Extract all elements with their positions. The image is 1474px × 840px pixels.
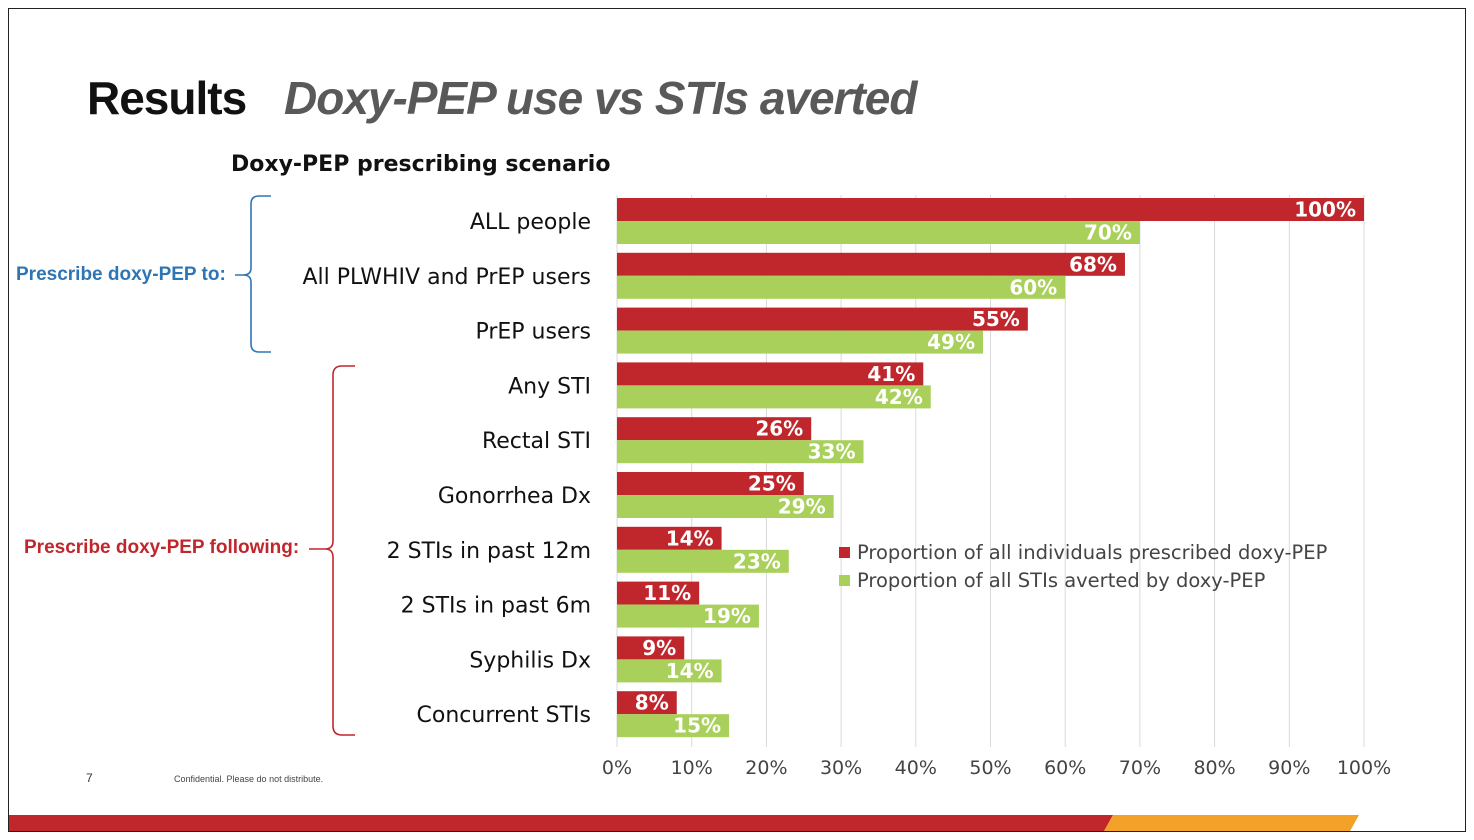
data-label: 60% [1009, 275, 1057, 299]
legend-swatch [839, 547, 850, 558]
bar-averted [617, 330, 984, 354]
slide: Results Doxy-PEP use vs STIs averted Dox… [8, 8, 1466, 832]
scenario-heading: Doxy-PEP prescribing scenario [231, 152, 611, 177]
slide-title: Results [87, 72, 247, 124]
category-label: Syphilis Dx [469, 648, 591, 673]
data-label: 68% [1069, 252, 1117, 276]
category-label: Gonorrhea Dx [438, 484, 591, 509]
group-label-prescribe-to: Prescribe doxy-PEP to: [16, 264, 226, 285]
data-label: 55% [972, 307, 1020, 331]
legend-label: Proportion of all individuals prescribed… [857, 541, 1328, 564]
bar-averted [617, 495, 834, 518]
x-tick-label: 50% [969, 757, 1011, 779]
bar-chart: 0% 10% 20% 30% 40% 50% 60% 70% 80% 90% 100% ALL peo… [302, 195, 1391, 779]
bracket-prescribe-following [309, 365, 355, 736]
bar-averted [617, 385, 931, 409]
x-tick-label: 70% [1119, 757, 1161, 779]
data-label: 14% [666, 659, 714, 683]
bracket-prescribe-to [235, 195, 271, 353]
x-tick-label: 90% [1268, 757, 1310, 779]
data-label: 41% [867, 362, 915, 386]
bar-averted [617, 221, 1140, 244]
category-label: All PLWHIV and PrEP users [302, 265, 591, 290]
bar-prescribed [617, 581, 700, 605]
bar-prescribed [617, 307, 1028, 331]
legend-label: Proportion of all STIs averted by doxy-P… [857, 569, 1266, 592]
x-tick-label: 0% [602, 757, 632, 779]
x-tick-label: 10% [671, 757, 713, 779]
data-label: 100% [1294, 198, 1356, 222]
slide-subtitle: Doxy-PEP use vs STIs averted [284, 72, 917, 124]
data-label: 49% [927, 330, 975, 354]
group-brackets [235, 195, 355, 736]
bar-prescribed [617, 691, 677, 715]
confidential-note: Confidential. Please do not distribute. [174, 774, 324, 784]
x-tick-label: 100% [1337, 757, 1391, 779]
bar-prescribed [617, 362, 924, 386]
category-label: 2 STIs in past 6m [401, 594, 591, 619]
data-label: 9% [642, 636, 676, 660]
legend-swatch [839, 575, 850, 586]
category-label: ALL people [470, 210, 591, 235]
data-label: 33% [808, 440, 856, 464]
category-label: PrEP users [475, 320, 591, 345]
data-label: 42% [875, 385, 923, 409]
bar-averted [617, 714, 730, 738]
bar-averted [617, 440, 864, 464]
bar-averted [617, 275, 1066, 299]
footer-stripe [9, 815, 1359, 831]
data-label: 14% [666, 526, 714, 550]
data-label: 23% [733, 549, 781, 573]
data-label: 15% [673, 714, 721, 738]
group-label-prescribe-following: Prescribe doxy-PEP following: [24, 537, 300, 558]
x-tick-label: 20% [745, 757, 787, 779]
data-label: 29% [778, 495, 826, 519]
data-label: 25% [748, 472, 796, 496]
x-tick-label: 40% [895, 757, 937, 779]
bar-prescribed [617, 526, 722, 550]
page-number: 7 [86, 771, 93, 785]
bar-averted [617, 604, 759, 628]
x-tick-label: 80% [1193, 757, 1235, 779]
category-label: Concurrent STIs [417, 703, 591, 728]
category-label: 2 STIs in past 12m [387, 539, 591, 564]
data-label: 26% [755, 417, 803, 441]
bar-averted [617, 549, 789, 573]
data-label: 11% [643, 581, 691, 605]
x-tick-label: 30% [820, 757, 862, 779]
data-label: 70% [1084, 221, 1132, 245]
bar-averted [617, 659, 722, 683]
bar-prescribed [617, 636, 685, 660]
category-label: Any STI [508, 374, 591, 399]
category-label: Rectal STI [482, 429, 591, 454]
data-label: 8% [635, 691, 669, 715]
bar-prescribed [617, 198, 1364, 221]
bar-prescribed [617, 252, 1125, 276]
bar-prescribed [617, 417, 812, 441]
x-tick-label: 60% [1044, 757, 1086, 779]
bar-prescribed [617, 472, 804, 495]
data-label: 19% [703, 604, 751, 628]
